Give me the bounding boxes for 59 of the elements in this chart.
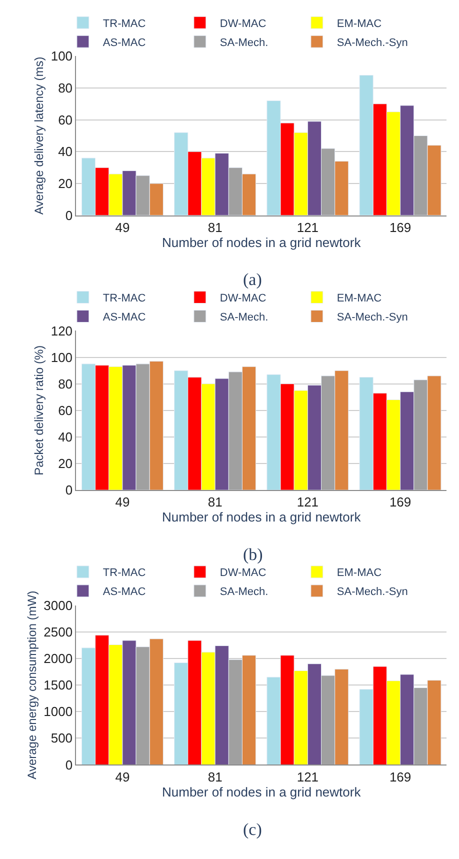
y-tick-label: 20: [58, 456, 73, 472]
x-tick-label: 81: [208, 494, 222, 510]
legend-label: DW-MAC: [220, 292, 266, 305]
text: (a): [243, 270, 262, 289]
y-tick-label: 80: [58, 80, 73, 96]
legend-label: AS-MAC: [102, 36, 146, 49]
y-tick-label: 1000: [44, 704, 73, 720]
legend-label: SA-Mech.: [220, 586, 268, 598]
text: (c): [243, 820, 262, 839]
y-tick-label: 120: [50, 323, 73, 338]
y-tick-label: 20: [58, 176, 73, 192]
x-tick-label: 49: [115, 769, 130, 784]
x-tick-label: 81: [208, 220, 222, 235]
legend-label: SA-Mech.-Syn: [336, 586, 408, 598]
y-tick-label: 40: [58, 144, 73, 160]
y-tick-label: 60: [58, 112, 73, 128]
y-tick-label: 3000: [44, 598, 73, 613]
y-axis-title: Packet delivery ratio (%): [32, 345, 46, 476]
legend-label: SA-Mech.-Syn: [336, 36, 408, 49]
y-tick-label: 2500: [44, 624, 73, 640]
legend-label: EM-MAC: [336, 292, 382, 305]
y-tick-label: 60: [58, 402, 73, 418]
y-tick-label: 0: [65, 757, 73, 772]
x-tick-label: 169: [389, 494, 412, 510]
x-tick-label: 49: [115, 494, 130, 510]
x-tick-label: 169: [389, 769, 412, 784]
legend-label: SA-Mech.: [220, 36, 268, 49]
text: (b): [243, 545, 263, 564]
legend-label: TR-MAC: [102, 18, 146, 30]
y-axis-title: Average energy consumption (mW): [24, 590, 39, 780]
y-tick-label: 0: [65, 482, 73, 498]
y-tick-label: 40: [58, 429, 73, 444]
x-axis-title: Number of nodes in a grid newtork: [162, 784, 362, 800]
y-axis-title: Average delivery latency (ms): [32, 56, 46, 215]
y-tick-label: 0: [65, 208, 73, 223]
x-axis-title: Number of nodes in a grid newtork: [162, 510, 362, 525]
legend-label: AS-MAC: [102, 312, 146, 324]
x-axis-title: Number of nodes in a grid newtork: [162, 234, 362, 250]
y-tick-label: 500: [50, 730, 73, 746]
legend-label: EM-MAC: [336, 567, 382, 580]
y-tick-label: 100: [50, 48, 73, 64]
x-tick-label: 121: [296, 494, 319, 510]
y-tick-label: 1500: [44, 678, 73, 693]
legend-label: SA-Mech.-Syn: [336, 312, 408, 324]
x-tick-label: 81: [208, 769, 222, 784]
legend-label: TR-MAC: [102, 292, 146, 305]
legend-label: AS-MAC: [102, 586, 146, 598]
x-tick-label: 121: [296, 769, 319, 784]
x-tick-label: 121: [296, 220, 319, 235]
y-tick-label: 100: [50, 350, 73, 365]
x-tick-label: 169: [389, 220, 412, 235]
legend-label: DW-MAC: [220, 18, 266, 30]
y-tick-label: 2000: [44, 651, 73, 666]
x-tick-label: 49: [115, 220, 130, 235]
legend-label: DW-MAC: [220, 567, 266, 580]
legend-label: EM-MAC: [336, 18, 382, 30]
y-tick-label: 80: [58, 376, 73, 392]
legend-label: TR-MAC: [102, 567, 146, 580]
legend-label: SA-Mech.: [220, 312, 268, 324]
